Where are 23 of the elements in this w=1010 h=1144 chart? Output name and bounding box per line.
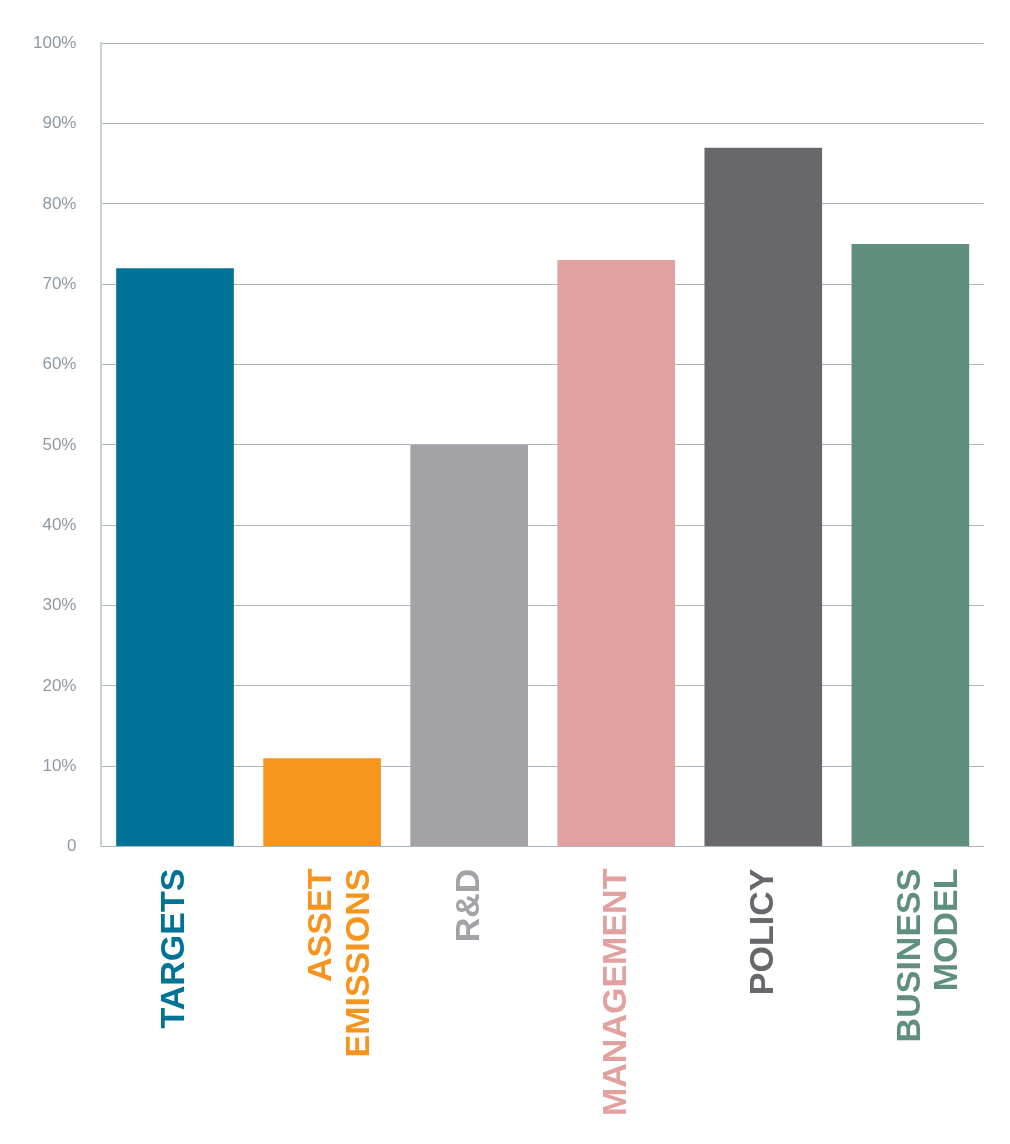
x-tick-label: MANAGEMENT [594, 868, 633, 1117]
y-tick-label: 90% [42, 113, 77, 133]
bar [557, 260, 676, 847]
y-tick-label: 40% [42, 514, 77, 534]
y-tick-label: 60% [42, 354, 77, 374]
y-tick-label: 30% [42, 595, 77, 615]
x-tick-label: R&D [447, 868, 486, 943]
y-tick-label: 80% [42, 193, 77, 213]
bar [851, 244, 970, 847]
bar [704, 147, 823, 847]
x-tick-label: TARGETS [153, 868, 192, 1029]
y-tick-label: 0 [67, 836, 77, 856]
x-tick-label: BUSINESS MODEL [888, 868, 965, 1043]
bar [116, 268, 234, 847]
bar [263, 758, 381, 847]
y-tick-label: 70% [42, 273, 77, 293]
y-tick-label: 10% [42, 755, 77, 775]
x-tick-label: POLICY [741, 868, 780, 996]
y-tick-label: 20% [42, 675, 77, 695]
x-tick-label: ASSET EMISSIONS [300, 868, 376, 1058]
y-tick-label: 100% [33, 32, 77, 52]
y-tick-label: 50% [42, 434, 77, 454]
bar [410, 444, 528, 847]
